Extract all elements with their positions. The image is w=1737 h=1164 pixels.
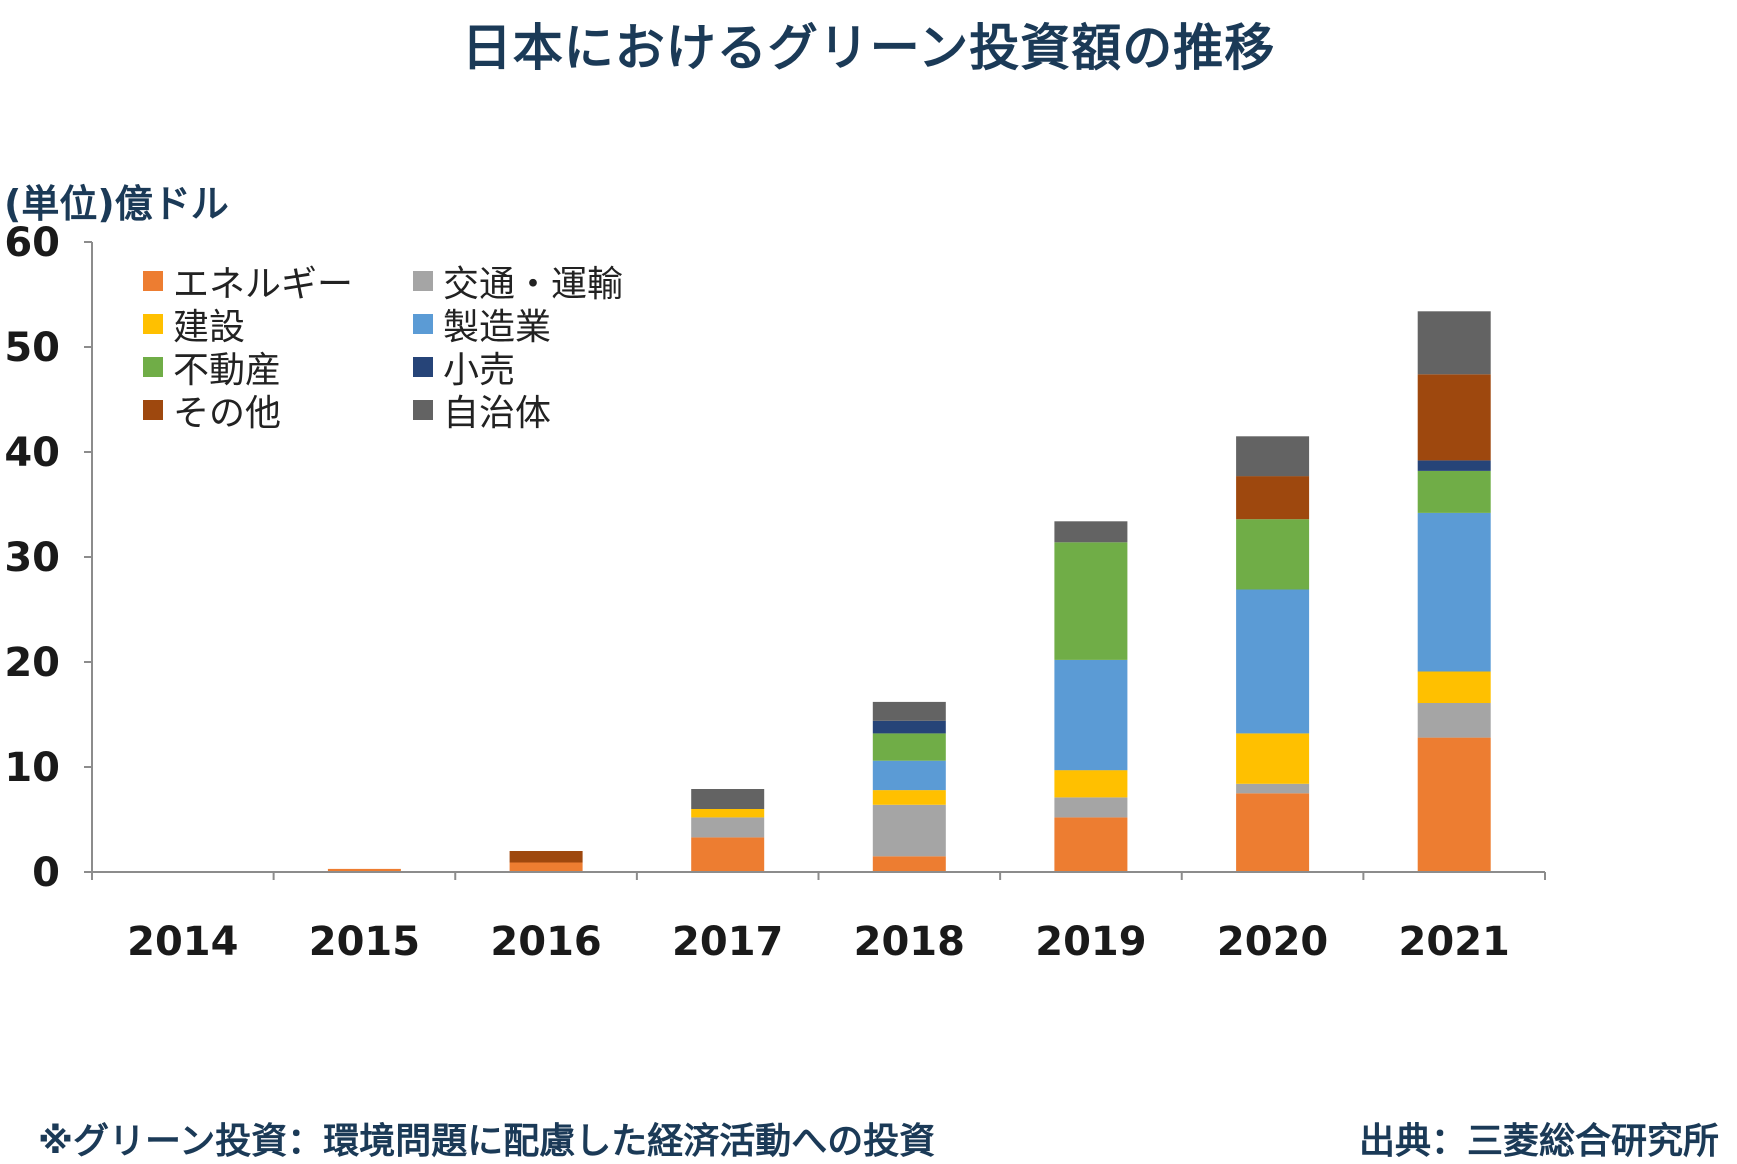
bar-segment (1417, 512, 1491, 672)
y-tick-label: 0 (32, 850, 60, 896)
bar-segment (1054, 521, 1128, 543)
bar-segment (691, 837, 765, 872)
legend-label: その他 (173, 393, 281, 434)
bars-group (327, 311, 1491, 873)
y-axis-unit-label: (単位)億ドル (4, 182, 229, 226)
bar-segment (872, 856, 946, 873)
source-note: 出典：三菱総合研究所 (1358, 1121, 1719, 1162)
y-tick-label: 20 (4, 640, 60, 686)
legend-label: 製造業 (443, 307, 551, 348)
bar-segment (1417, 311, 1491, 375)
bar-segment (872, 760, 946, 791)
y-tick-label: 30 (4, 535, 60, 581)
legend-label: 小売 (443, 350, 515, 391)
legend-swatch (413, 400, 433, 420)
x-tick-label: 2017 (672, 919, 783, 965)
bar-segment (1417, 374, 1491, 461)
legend-swatch (413, 357, 433, 377)
bar-segment (691, 809, 765, 818)
x-tick-label: 2016 (490, 919, 601, 965)
chart-title: 日本におけるグリーン投資額の推移 (461, 19, 1276, 77)
x-tick-label: 2020 (1217, 919, 1328, 965)
legend-swatch (143, 271, 163, 291)
x-tick-label: 2019 (1035, 919, 1146, 965)
bar-segment (1054, 770, 1128, 798)
bar-segment (1236, 589, 1310, 734)
bar-segment (1417, 703, 1491, 738)
bar-segment (1236, 783, 1310, 794)
bar-segment (1054, 817, 1128, 872)
bar-segment (1236, 793, 1310, 873)
bar-segment (872, 720, 946, 734)
bar-segment (1054, 797, 1128, 818)
bar-segment (1236, 519, 1310, 590)
legend-swatch (143, 314, 163, 334)
bar-segment (509, 862, 583, 872)
bar-segment (872, 701, 946, 721)
y-tick-label: 40 (4, 430, 60, 476)
bar-segment (1054, 542, 1128, 660)
bar-segment (872, 790, 946, 805)
legend-swatch (143, 357, 163, 377)
bar-segment (1236, 733, 1310, 784)
bar-segment (1236, 476, 1310, 520)
y-tick-label: 50 (4, 325, 60, 371)
y-tick-label: 60 (4, 220, 60, 266)
axes-group: 2014 2015 2016 2017 2018 2019 2020 2021 0 10 20 30 4… (4, 220, 1546, 965)
legend-label: 建設 (173, 307, 245, 348)
footnote: ※グリーン投資：環境問題に配慮した経済活動への投資 (38, 1121, 936, 1162)
bar-segment (691, 817, 765, 838)
x-tick-label: 2015 (309, 919, 420, 965)
bar-segment (327, 868, 401, 872)
legend-label: エネルギー (173, 264, 353, 305)
bar-segment (1417, 470, 1491, 513)
y-tick-label: 10 (4, 745, 60, 791)
legend-label: 不動産 (173, 350, 281, 391)
x-tick-label: 2014 (127, 919, 238, 965)
x-tick-label: 2021 (1399, 919, 1510, 965)
bar-segment (1417, 737, 1491, 872)
legend-swatch (413, 314, 433, 334)
legend-swatch (413, 271, 433, 291)
legend-label: 自治体 (443, 393, 551, 434)
legend-swatch (143, 400, 163, 420)
bar-segment (1417, 671, 1491, 703)
bar-segment (1236, 436, 1310, 477)
bar-segment (872, 733, 946, 761)
bar-segment (872, 804, 946, 857)
legend-label: 交通・運輸 (443, 264, 623, 305)
bar-segment (1417, 460, 1491, 471)
bar-segment (691, 789, 765, 809)
bar-segment (1054, 659, 1128, 771)
bar-segment (509, 851, 583, 863)
x-tick-label: 2018 (854, 919, 965, 965)
